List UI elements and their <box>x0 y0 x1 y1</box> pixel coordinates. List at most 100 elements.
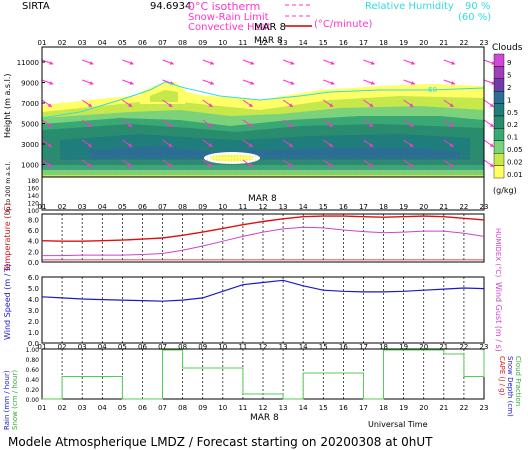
wind-arrow-head <box>330 61 335 65</box>
hour-tick-label: 21 <box>439 203 448 211</box>
cloud-legend-swatches: 9 5 2 1 0.5 0.2 0.1 0.05 0.02 0.01 <box>493 53 523 179</box>
wind-arrow-head <box>88 163 93 167</box>
hour-tick-label: 11 <box>238 404 247 412</box>
wind-tick-label: 1.0 <box>28 329 39 337</box>
hour-tick-label: 12 <box>259 39 268 47</box>
hour-tick-label: 16 <box>339 343 348 351</box>
wind-arrow-head <box>168 143 173 147</box>
temperature-tick-label: 6.0 <box>28 227 39 235</box>
snowrain-label: Snow-Rain Limit <box>188 12 269 23</box>
wind-arrow-head <box>88 123 93 127</box>
temperature-tick-label: 0.0 <box>28 259 39 267</box>
hour-tick-label: 18 <box>379 404 388 412</box>
hour-tick-label: 04 <box>98 404 107 412</box>
wind-arrow-head <box>250 81 255 85</box>
wind-tick-label: 3.0 <box>28 307 39 315</box>
hour-tick-label: 21 <box>439 404 448 412</box>
hour-tick-label: 08 <box>178 39 187 47</box>
wind-tick-label: 0.0 <box>28 340 39 348</box>
hour-tick-label: 09 <box>198 404 207 412</box>
wind-arrow-head <box>168 163 173 167</box>
height-tick-label: 11000 <box>17 59 39 67</box>
legend-level: 1 <box>507 96 511 104</box>
cloud-legend-unit: (g/kg) <box>493 186 517 195</box>
hour-tick-label: 19 <box>399 404 408 412</box>
wind-arrow-head <box>47 163 52 167</box>
hour-tick-label: 23 <box>480 203 489 211</box>
wind-arrow-head <box>128 123 133 127</box>
hour-tick-label: 15 <box>319 39 328 47</box>
hour-tick-label: 18 <box>379 39 388 47</box>
wind-arrow-head <box>449 123 454 127</box>
hour-tick-label: 22 <box>459 203 468 211</box>
hour-tick-label: 12 <box>259 343 268 351</box>
hour-tick-label: 22 <box>459 39 468 47</box>
hour-tick-label: 17 <box>359 203 368 211</box>
hour-axis-under-clouds: 01 02 03 04 05 06 07 08 09 10 11 12 13 14 15 16 17 18 19 20… <box>38 203 489 211</box>
wind-arrow-head <box>329 163 334 167</box>
hour-tick-label: 04 <box>98 203 107 211</box>
wind-arrow-head <box>449 143 454 147</box>
wind-axis: 6.0 5.0 4.0 3.0 2.0 1.0 0.0 <box>28 274 39 348</box>
hour-tick-label: 07 <box>158 404 167 412</box>
wind-arrow-head <box>370 81 375 85</box>
legend-swatch <box>493 90 505 104</box>
hour-tick-label: 03 <box>78 404 87 412</box>
wind-arrow-head <box>208 123 213 127</box>
hour-tick-label: 07 <box>158 39 167 47</box>
wind-arrow-head <box>369 163 374 167</box>
wind-arrow-head <box>288 103 293 107</box>
hour-tick-label: 10 <box>218 404 227 412</box>
legend-swatch <box>493 140 505 154</box>
wind-arrow-head <box>128 103 133 107</box>
humidex-ylabel: HUMIDEX (°C) <box>494 228 502 277</box>
wind-arrow-head <box>329 143 334 147</box>
cloud-legend: Clouds 9 5 2 1 0.5 0.2 0.1 0.05 0.02 0.01 (g/kg) <box>492 43 523 195</box>
hour-tick-label: 06 <box>138 39 147 47</box>
wind-arrow-head <box>370 61 375 65</box>
wind-arrow-head <box>410 61 415 65</box>
hour-tick-label: 16 <box>339 39 348 47</box>
site-name: SIRTA <box>22 1 50 12</box>
wind-arrow-head <box>409 123 414 127</box>
hour-tick-label: 23 <box>480 404 489 412</box>
cloud-legend-title: Clouds <box>492 43 523 53</box>
rain-tick-label: 0.80 <box>26 357 40 364</box>
legend-level: 5 <box>507 72 511 80</box>
rain-ylabel: Rain (mm / hour) <box>3 370 11 430</box>
wind-arrow-head <box>47 103 52 107</box>
wind-tick-label: 4.0 <box>28 296 39 304</box>
wind-arrow-head <box>369 123 374 127</box>
cloud-band-1 <box>90 146 460 158</box>
hour-tick-label: 21 <box>439 39 448 47</box>
wind-arrow-head <box>208 163 213 167</box>
hour-tick-label: 14 <box>299 343 308 351</box>
header: SIRTA 94.6934 0°C isotherm Snow-Rain Lim… <box>22 0 491 33</box>
rh-60: (60 %) <box>458 12 491 23</box>
wind-arrow-head <box>208 103 213 107</box>
hour-tick-label: 03 <box>78 343 87 351</box>
wind-arrow-head <box>89 81 94 85</box>
legend-swatch <box>493 53 505 67</box>
wind-arrow-head <box>489 103 494 107</box>
cloud-layers <box>42 82 484 178</box>
wind-tick-label: 2.0 <box>28 318 39 326</box>
wind-arrow-head <box>47 123 52 127</box>
hour-tick-label: 11 <box>238 39 247 47</box>
wind-arrow-head <box>89 61 94 65</box>
legend-swatch <box>493 103 505 117</box>
temperature-grid <box>61 214 465 262</box>
height-tick-label: 9000 <box>21 80 39 88</box>
legend-level: 2 <box>507 84 511 92</box>
legend-swatch <box>493 78 505 92</box>
hour-tick-label: 19 <box>399 203 408 211</box>
temperature-tick-label: 4.0 <box>28 238 39 246</box>
legend-swatch <box>493 128 505 141</box>
hour-tick-label: 05 <box>118 39 127 47</box>
wind-tick-label: 5.0 <box>28 285 39 293</box>
wind-arrow-head <box>88 103 93 107</box>
wind-arrow-head <box>451 61 456 65</box>
hour-tick-label: 23 <box>480 343 489 351</box>
rain-panel: 1.000.800.600.400.200.00 01 02 03 04 05 06 07 0… <box>3 347 522 430</box>
hour-tick-label: 10 <box>218 39 227 47</box>
